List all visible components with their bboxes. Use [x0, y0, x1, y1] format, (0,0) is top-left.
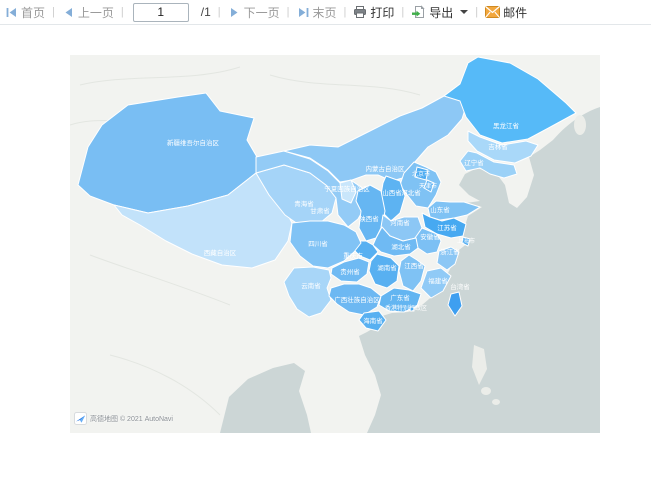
export-button[interactable]: 导出 [411, 4, 469, 21]
province-shanghai[interactable] [461, 236, 471, 247]
map-attribution-text: 高德地图 © 2021 AutoNavi [90, 415, 173, 423]
province-hongkong[interactable] [409, 306, 415, 312]
province-zhejiang[interactable] [436, 246, 460, 271]
page-number-input[interactable] [132, 2, 189, 22]
print-label: 打印 [370, 5, 395, 20]
divider: | [401, 6, 405, 18]
province-fujian[interactable] [420, 267, 452, 299]
first-page-button[interactable]: 首页 [5, 4, 45, 21]
province-taiwan[interactable] [447, 291, 463, 317]
sea [359, 107, 600, 433]
province-jilin[interactable] [467, 130, 539, 164]
province-guangxi[interactable] [328, 283, 382, 316]
next-page-button[interactable]: 下一页 [228, 4, 280, 21]
province-hubei[interactable] [372, 226, 419, 257]
mail-label: 邮件 [503, 5, 528, 20]
print-button[interactable]: 打印 [353, 4, 394, 21]
province-gansu[interactable] [255, 150, 367, 228]
divider: | [120, 6, 124, 18]
province-jiangsu[interactable] [421, 212, 467, 239]
export-label: 导出 [429, 5, 454, 20]
prev-page-icon [65, 7, 72, 17]
province-liaoning[interactable] [459, 150, 518, 179]
map-attribution[interactable]: 高德地图 © 2021 AutoNavi [74, 412, 173, 425]
divider: | [286, 6, 290, 18]
divider: | [52, 6, 55, 18]
last-page-icon [298, 7, 308, 17]
next-page-icon [230, 7, 238, 17]
divider: | [475, 6, 479, 18]
province-hunan[interactable] [368, 253, 400, 289]
province-xizang[interactable] [113, 172, 293, 269]
china-choropleth-map[interactable]: 新疆维吾尔自治区 西藏自治区 青海省 甘肃省 内蒙古自治区 黑龙江省 吉林省 辽… [70, 55, 600, 433]
next-page-label: 下一页 [243, 5, 280, 20]
divider: | [343, 6, 347, 18]
first-page-icon [6, 7, 16, 17]
last-page-label: 末页 [312, 5, 337, 20]
province-sichuan[interactable] [289, 220, 362, 269]
province-hebei[interactable] [399, 161, 442, 209]
prev-page-button[interactable]: 上一页 [62, 4, 114, 21]
province-ningxia[interactable] [339, 179, 357, 204]
prev-page-label: 上一页 [77, 5, 114, 20]
foreign-islands [472, 115, 586, 405]
amap-logo-icon [74, 412, 87, 425]
pagination-toolbar: 首页 | 上一页 | /1 | 下一页 | 末页 | 打印 | [0, 0, 651, 25]
first-page-label: 首页 [21, 5, 46, 20]
province-heilongjiang[interactable] [443, 56, 577, 144]
divider: | [217, 6, 221, 18]
mail-button[interactable]: 邮件 [485, 4, 527, 21]
province-yunnan[interactable] [283, 266, 332, 318]
sea-bay [220, 363, 311, 433]
province-hainan[interactable] [358, 310, 387, 332]
printer-icon [354, 6, 367, 18]
last-page-button[interactable]: 末页 [297, 4, 337, 21]
export-icon [412, 5, 425, 18]
province-guizhou[interactable] [330, 257, 370, 283]
province-guangdong[interactable] [378, 287, 422, 313]
province-beijing[interactable] [414, 166, 429, 181]
province-tianjin[interactable] [423, 179, 435, 193]
mail-icon [485, 6, 501, 18]
page-total-label: /1 [200, 5, 211, 19]
chevron-down-icon [460, 10, 469, 14]
